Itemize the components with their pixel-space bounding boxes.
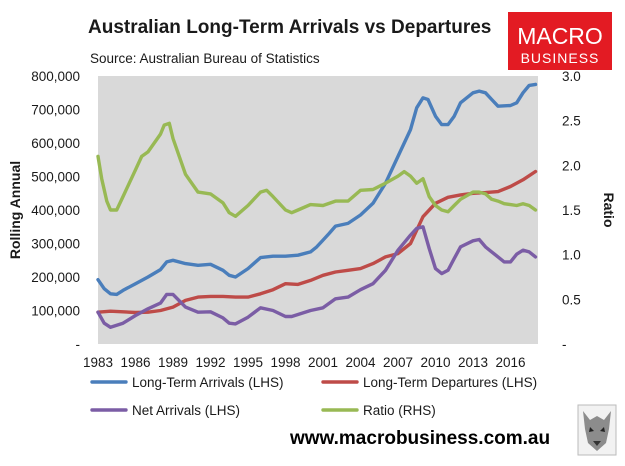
x-tick-label: 1986 <box>120 355 150 370</box>
legend-label-1: Long-Term Departures (LHS) <box>363 375 537 390</box>
left-axis-title: Rolling Annual <box>7 161 23 259</box>
series-line-2 <box>96 225 538 329</box>
x-tick-label: 2007 <box>383 355 413 370</box>
x-tick-label: 2010 <box>420 355 450 370</box>
y2-tick-label: 3.0 <box>562 69 581 84</box>
footer-url: www.macrobusiness.com.au <box>289 428 550 449</box>
series-layer <box>96 82 538 329</box>
chart-title: Australian Long-Term Arrivals vs Departu… <box>88 17 491 38</box>
left-axis-ticks: - 100,000 200,000 300,000 400,000 500,000 600,… <box>31 69 80 352</box>
x-tick-label: 2013 <box>458 355 488 370</box>
y-tick-label: 400,000 <box>31 203 80 218</box>
y2-tick-label: 2.5 <box>562 114 581 129</box>
y2-tick-label: - <box>562 337 567 352</box>
right-axis-title: Ratio <box>601 193 617 228</box>
chart-source: Source: Australian Bureau of Statistics <box>90 51 320 66</box>
logo-line1: MACRO <box>517 23 603 49</box>
logo-line2: BUSINESS <box>521 50 600 66</box>
x-tick-label: 1983 <box>83 355 113 370</box>
x-tick-label: 1998 <box>270 355 300 370</box>
y2-tick-label: 0.5 <box>562 292 581 307</box>
x-axis-ticks: 1983 1986 1989 1992 1995 1998 2001 2004 2007 2010… <box>83 355 526 370</box>
y-tick-label: 800,000 <box>31 69 80 84</box>
x-tick-label: 2004 <box>345 355 376 370</box>
y2-tick-label: 2.0 <box>562 158 581 173</box>
macro-business-logo: MACRO BUSINESS <box>508 12 612 70</box>
y-tick-label: 600,000 <box>31 136 80 151</box>
plot-area <box>98 76 538 344</box>
x-tick-label: 1992 <box>195 355 225 370</box>
series-line-1 <box>96 169 538 315</box>
x-tick-label: 1989 <box>158 355 188 370</box>
legend-label-0: Long-Term Arrivals (LHS) <box>132 375 284 390</box>
right-axis-ticks: - 0.5 1.0 1.5 2.0 2.5 3.0 <box>562 69 581 352</box>
series-line-3 <box>96 121 538 219</box>
legend-label-3: Ratio (RHS) <box>363 403 436 418</box>
legend-label-2: Net Arrivals (LHS) <box>132 403 240 418</box>
y2-tick-label: 1.0 <box>562 248 581 263</box>
series-line-0 <box>96 82 538 297</box>
y2-tick-label: 1.5 <box>562 203 581 218</box>
y-tick-label: 100,000 <box>31 304 80 319</box>
y-tick-label: 700,000 <box>31 103 80 118</box>
y-tick-label: - <box>76 337 81 352</box>
y-tick-label: 300,000 <box>31 237 80 252</box>
wolf-logo-icon <box>577 404 617 456</box>
chart-legend: Long-Term Arrivals (LHS) Long-Term Depart… <box>90 375 537 418</box>
y-tick-label: 200,000 <box>31 270 80 285</box>
y-tick-label: 500,000 <box>31 170 80 185</box>
logo-background <box>508 12 612 70</box>
x-tick-label: 2001 <box>308 355 338 370</box>
x-tick-label: 2016 <box>495 355 525 370</box>
x-tick-label: 1995 <box>233 355 263 370</box>
